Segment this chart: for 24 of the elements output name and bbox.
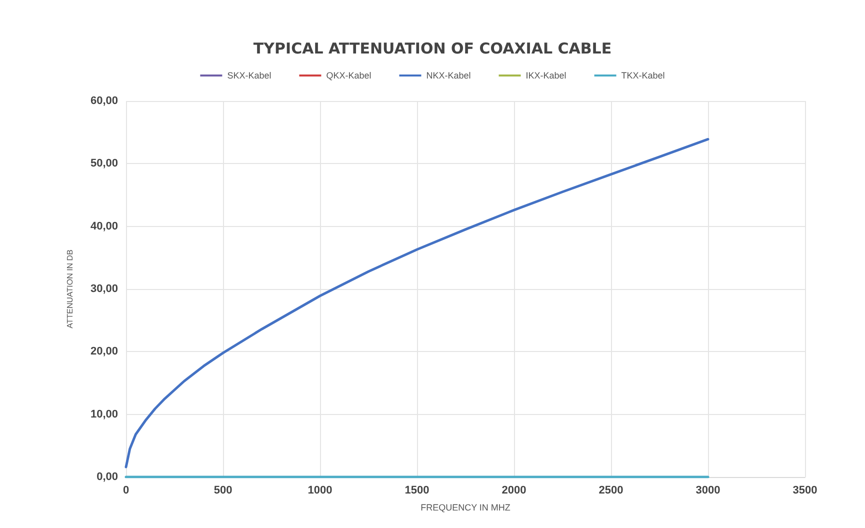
y-tick-label: 10,00	[90, 408, 118, 420]
y-axis-title: ATTENUATION IN DB	[66, 250, 74, 328]
legend-label: NKX-Kabel	[426, 70, 471, 80]
x-tick-label: 500	[214, 484, 232, 496]
y-tick-label: 40,00	[90, 220, 118, 232]
legend-label: QKX-Kabel	[326, 70, 372, 80]
x-tick-label: 2000	[502, 484, 526, 496]
chart-title: TYPICAL ATTENUATION OF COAXIAL CABLE	[253, 40, 612, 58]
x-tick-label: 2500	[598, 484, 624, 496]
y-tick-label: 60,00	[90, 95, 118, 107]
x-tick-label: 0	[122, 484, 130, 496]
legend-label: TKX-Kabel	[621, 70, 665, 80]
x-tick-label: 3000	[696, 484, 720, 496]
x-tick-label: 1000	[308, 484, 332, 496]
y-tick-label: 30,00	[90, 283, 118, 295]
y-tick-label: 0,00	[96, 471, 118, 483]
x-tick-label: 1500	[404, 484, 430, 496]
x-tick-label: 3500	[792, 484, 818, 496]
y-tick-label: 20,00	[90, 346, 118, 358]
legend-label: IKX-Kabel	[526, 70, 566, 80]
line-series	[124, 138, 710, 468]
x-axis-title: FREQUENCY IN MHZ	[420, 502, 511, 512]
y-tick-label: 50,00	[90, 158, 118, 170]
legend-label: SKX-Kabel	[227, 70, 272, 80]
